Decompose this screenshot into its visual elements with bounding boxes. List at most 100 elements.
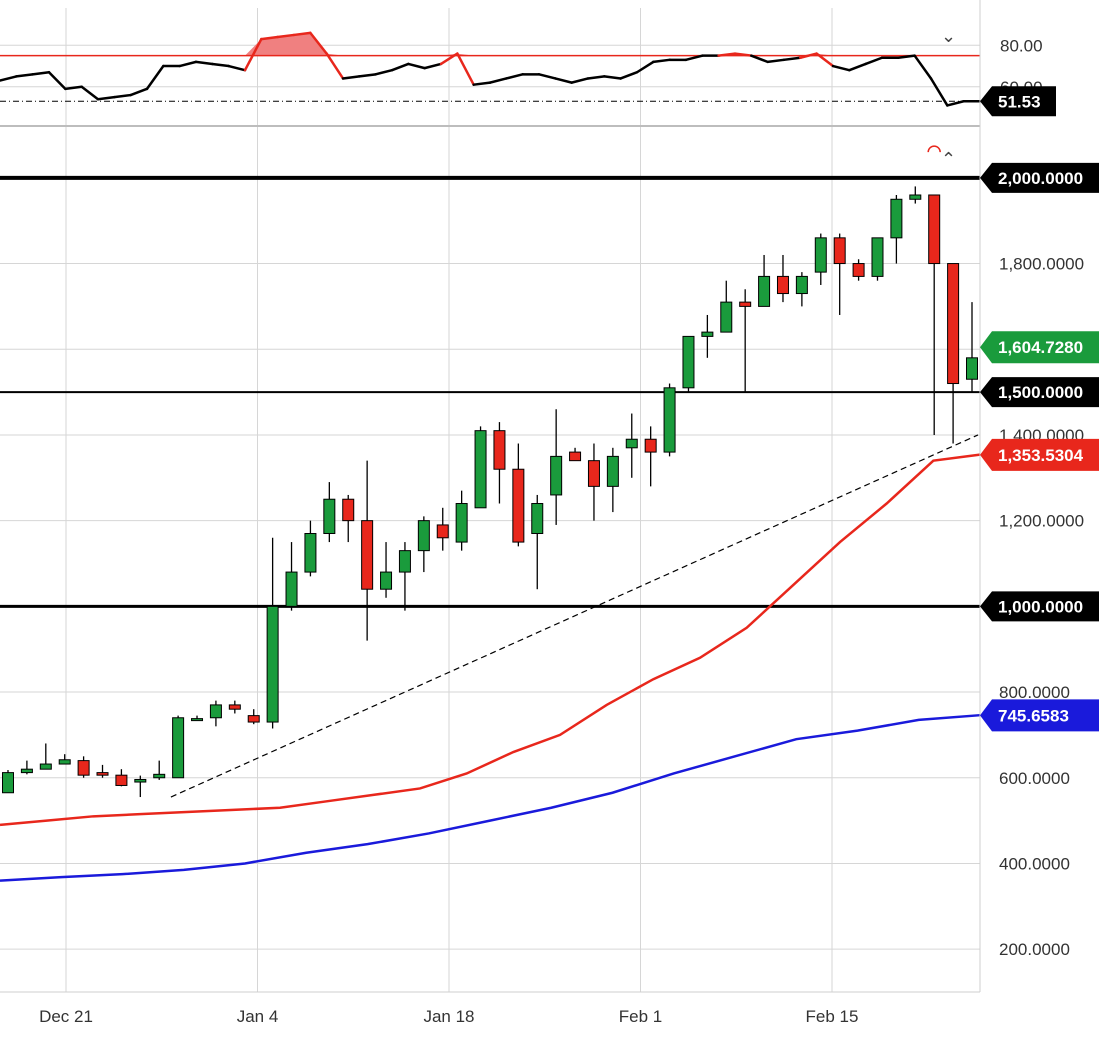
- oscillator-line-segment: [113, 93, 132, 99]
- oscillator-line-segment: [325, 52, 345, 80]
- moving-average-line: [0, 453, 981, 827]
- oscillator-line-segment: [145, 64, 165, 91]
- oscillator-line-segment: [717, 52, 737, 57]
- oscillator-line-segment: [47, 71, 67, 91]
- candle-body: [569, 451, 582, 462]
- candle: [720, 280, 733, 333]
- price-y-tick-label: 400.0000: [999, 854, 1070, 873]
- candle: [96, 764, 109, 778]
- candle: [909, 186, 922, 204]
- candle: [153, 760, 166, 780]
- ma-slow-badge-text: 745.6583: [998, 706, 1069, 725]
- candle-body: [153, 773, 166, 779]
- candle-body: [701, 331, 714, 337]
- level-badge: 2,000.0000: [980, 162, 1099, 193]
- level-badge-text: 2,000.0000: [998, 169, 1083, 188]
- candle-body: [550, 455, 563, 496]
- price-y-tick-label: 200.0000: [999, 940, 1070, 959]
- oscillator-line-segment: [570, 77, 590, 84]
- oscillator-line-segment: [946, 100, 965, 107]
- candle-body: [436, 524, 449, 539]
- oscillator-line-segment: [619, 71, 639, 80]
- oscillator-line-segment: [733, 52, 753, 57]
- candle: [493, 422, 506, 504]
- moving-average-line: [0, 713, 981, 882]
- candle: [115, 769, 128, 787]
- candle: [531, 494, 544, 590]
- candle-body: [342, 498, 355, 522]
- candle-body: [493, 430, 506, 470]
- candle-body: [417, 520, 430, 552]
- oscillator-line-segment: [864, 56, 884, 66]
- candle: [795, 272, 808, 307]
- current-price-badge: 1,604.7280: [980, 331, 1099, 364]
- oscillator-line-segment: [586, 75, 606, 80]
- oscillator-value-badge-text: 51.53: [998, 92, 1041, 111]
- oscillator-line-segment: [537, 73, 557, 80]
- candle-body: [455, 503, 468, 543]
- candle: [380, 542, 393, 598]
- oscillator-line-segment: [243, 37, 263, 72]
- price-panel: [0, 145, 981, 882]
- oscillator-line-segment: [684, 54, 704, 62]
- candle: [398, 542, 411, 611]
- level-badge: 1,000.0000: [980, 591, 1099, 622]
- candle-body: [247, 715, 260, 723]
- candle-body: [625, 438, 638, 449]
- candle: [20, 760, 33, 775]
- oscillator-line-segment: [554, 77, 573, 84]
- candle: [814, 233, 827, 285]
- candle-body: [909, 194, 922, 200]
- oscillator-line-segment: [750, 54, 769, 64]
- level-badge-text: 1,500.0000: [998, 383, 1083, 402]
- oscillator-line-segment: [439, 52, 459, 66]
- price-y-tick-label: 600.0000: [999, 769, 1070, 788]
- candle: [833, 233, 846, 315]
- collapse-oscillator-icon[interactable]: ⌄: [941, 26, 956, 47]
- oscillator-line-segment: [815, 52, 835, 68]
- level-badge: 1,500.0000: [980, 377, 1099, 408]
- oscillator-line-segment: [178, 60, 198, 68]
- oscillator-value-badge-bg: [980, 86, 1056, 117]
- candle: [852, 259, 865, 281]
- oscillator-line-segment: [929, 77, 949, 107]
- oscillator-line-segment: [194, 60, 214, 66]
- candle-body: [966, 357, 978, 380]
- candle: [58, 754, 71, 765]
- oscillator-line-segment: [374, 68, 394, 76]
- candle-body: [172, 717, 185, 779]
- oscillator-line-segment: [505, 73, 524, 80]
- oscillator-line-segment: [309, 31, 328, 55]
- candle: [569, 447, 582, 462]
- oscillator-panel: [0, 31, 982, 107]
- candle: [701, 314, 714, 358]
- oscillator-line-segment: [276, 33, 296, 39]
- oscillator-line-segment: [341, 75, 361, 80]
- oscillator-line-segment: [472, 81, 492, 86]
- candle: [361, 460, 374, 641]
- oscillator-line-segment: [831, 64, 851, 72]
- expand-price-icon[interactable]: ⌃: [941, 149, 956, 170]
- candle-body: [720, 301, 733, 333]
- ma-slow-badge-bg: [980, 699, 1099, 732]
- level-badge-bg: [980, 377, 1099, 408]
- ma-slow-badge: 745.6583: [980, 699, 1099, 732]
- candle: [77, 756, 90, 778]
- current-price-badge-bg: [980, 331, 1099, 364]
- candle: [474, 426, 487, 509]
- candle-body: [871, 237, 884, 277]
- candle: [304, 520, 317, 577]
- candle: [758, 254, 771, 307]
- candle-body: [304, 533, 317, 573]
- oscillator-line-segment: [766, 58, 786, 64]
- candle-body: [947, 263, 960, 385]
- candle-body: [77, 760, 90, 776]
- candle-body: [852, 263, 865, 277]
- x-tick-label: Feb 1: [619, 1007, 662, 1026]
- candle-body: [758, 275, 771, 307]
- current-price-badge-text: 1,604.7280: [998, 338, 1083, 357]
- x-tick-label: Jan 18: [423, 1007, 474, 1026]
- candle-body: [361, 520, 374, 590]
- candle-body: [795, 275, 808, 295]
